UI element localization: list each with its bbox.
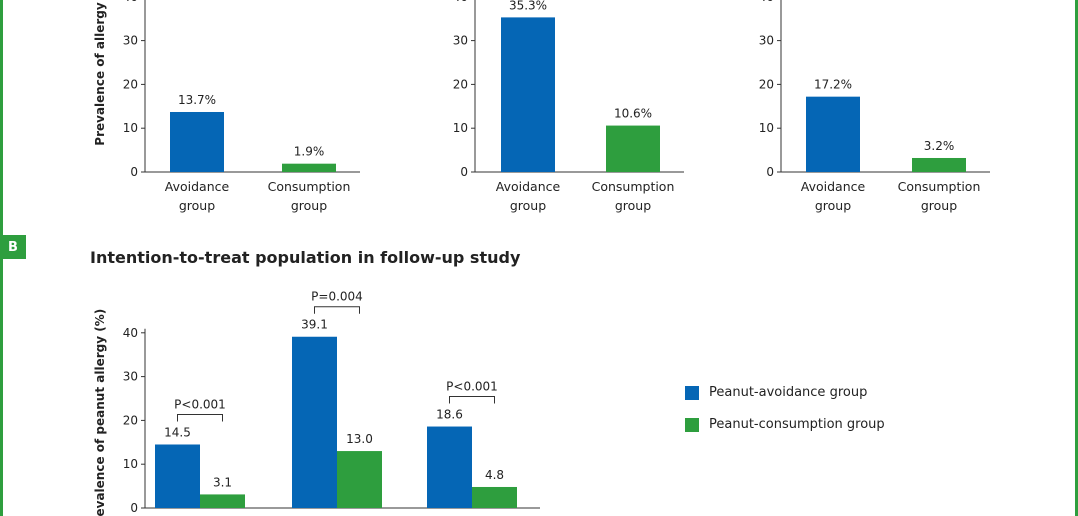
y-tick-label: 10 (453, 121, 468, 135)
data-label: 18.6 (436, 408, 463, 422)
bar (292, 336, 337, 508)
significance-bracket (177, 413, 223, 422)
data-label: 13.0 (346, 432, 373, 446)
bar (501, 17, 555, 172)
legend: Peanut-avoidance group Peanut-consumptio… (685, 385, 885, 449)
bar (806, 96, 860, 172)
legend-item-avoidance: Peanut-avoidance group (685, 385, 885, 400)
y-tick-label: 10 (123, 457, 138, 471)
y-tick-label: 30 (453, 34, 468, 48)
y-tick-label: 10 (759, 121, 774, 135)
y-tick-label: 40 (123, 0, 138, 4)
y-tick-label: 0 (130, 501, 138, 515)
data-label: 35.3% (509, 0, 547, 12)
p-value-label: P<0.001 (446, 380, 498, 394)
category-label: group (921, 198, 957, 213)
category-label: group (815, 198, 851, 213)
bar (155, 444, 200, 508)
data-label: 1.9% (294, 145, 325, 159)
bar (337, 451, 382, 508)
y-tick-label: 30 (123, 34, 138, 48)
data-label: 13.7% (178, 93, 216, 107)
legend-label-consumption: Peanut-consumption group (709, 417, 885, 432)
y-tick-label: 0 (460, 165, 468, 179)
category-label: Consumption (592, 179, 675, 194)
bar (472, 486, 517, 508)
legend-item-consumption: Peanut-consumption group (685, 417, 885, 432)
y-tick-label: 20 (453, 77, 468, 91)
category-label: Consumption (898, 179, 981, 194)
panel-border-right (1075, 0, 1078, 516)
category-label: group (615, 198, 651, 213)
p-value-label: P=0.004 (311, 290, 363, 304)
panel-b-title: Intention-to-treat population in follow-… (90, 248, 521, 267)
bar (912, 157, 966, 172)
category-label: group (291, 198, 327, 213)
bar (606, 125, 660, 172)
data-label: 10.6% (614, 107, 652, 121)
y-tick-label: 40 (759, 0, 774, 4)
y-tick-label: 10 (123, 121, 138, 135)
category-label: group (510, 198, 546, 213)
legend-swatch-consumption (685, 417, 699, 432)
p-value-label: P<0.001 (174, 397, 226, 411)
significance-bracket (449, 396, 495, 404)
panel-b-label: B (0, 235, 26, 259)
bar (170, 111, 224, 172)
y-tick-label: 20 (123, 77, 138, 91)
category-label: Avoidance (496, 179, 561, 194)
y-tick-label: 30 (759, 34, 774, 48)
bar (282, 163, 336, 172)
y-axis-title: Prevalence of allergy (93, 2, 107, 146)
category-label: group (179, 198, 215, 213)
data-label: 3.1 (213, 475, 232, 489)
bar (427, 426, 472, 508)
data-label: 3.2% (924, 139, 955, 153)
y-tick-label: 0 (130, 165, 138, 179)
category-label: Avoidance (801, 179, 866, 194)
data-label: 14.5 (164, 425, 191, 439)
y-tick-label: 30 (123, 370, 138, 384)
data-label: 39.1 (301, 318, 328, 332)
category-label: Consumption (268, 179, 351, 194)
data-label: 17.2% (814, 78, 852, 92)
data-label: 4.8 (485, 468, 504, 482)
legend-label-avoidance: Peanut-avoidance group (709, 385, 868, 400)
significance-bracket (314, 306, 360, 314)
y-tick-label: 0 (766, 165, 774, 179)
y-tick-label: 40 (453, 0, 468, 4)
legend-swatch-avoidance (685, 385, 699, 400)
y-tick-label: 20 (759, 77, 774, 91)
y-tick-label: 20 (123, 413, 138, 427)
bar (200, 494, 245, 508)
y-axis-title: Prevalence of peanut allergy (%) (93, 309, 107, 516)
y-tick-label: 40 (123, 326, 138, 340)
category-label: Avoidance (165, 179, 230, 194)
